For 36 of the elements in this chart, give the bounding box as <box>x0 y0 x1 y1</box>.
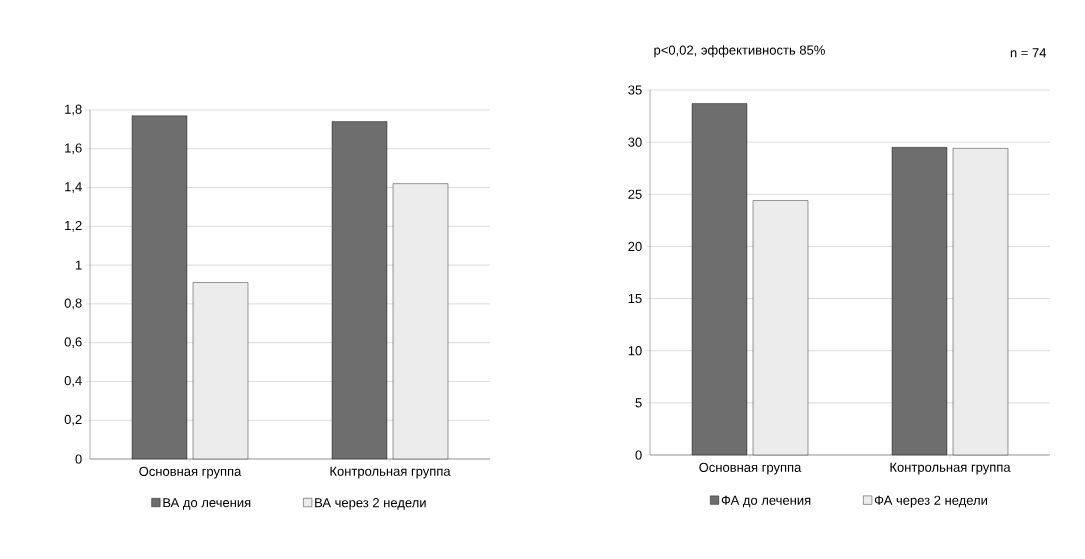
bar <box>891 147 948 456</box>
y-tick-label: 0,2 <box>64 414 82 426</box>
y-tick-label: 1,2 <box>65 220 82 232</box>
y-tick-label: 0,4 <box>64 376 82 387</box>
legend-label: ФА до лечения <box>721 495 811 508</box>
bar <box>331 121 388 460</box>
y-tick-label: 0 <box>75 454 82 464</box>
y-tick-label: 0 <box>635 450 642 460</box>
x-tick-label: Контрольная группа <box>890 462 1011 475</box>
x-tick-label: Контрольная группа <box>330 466 451 479</box>
y-tick-label: 0,6 <box>64 337 82 349</box>
y-tick-label: 35 <box>628 85 642 95</box>
y-tick-label: 5 <box>635 398 642 408</box>
x-tick-label: Основная группа <box>139 466 242 479</box>
y-tick-label: 30 <box>628 137 642 147</box>
bar <box>131 115 188 460</box>
legend-label: ВА до лечения <box>163 498 251 510</box>
bar <box>192 282 249 460</box>
y-tick-label: 1 <box>75 260 82 270</box>
text: n = 74 <box>1010 48 1047 58</box>
y-tick-label: 1,4 <box>65 182 82 193</box>
bar <box>952 148 1009 456</box>
bar <box>392 183 449 460</box>
y-tick-label: 25 <box>628 189 642 199</box>
bar <box>752 200 809 456</box>
y-tick-label: 1,8 <box>65 104 82 116</box>
y-tick-label: 20 <box>628 241 642 252</box>
text: p<0,02, эффективность 85% <box>654 45 825 58</box>
y-tick-label: 0,8 <box>64 298 82 310</box>
y-tick-label: 15 <box>628 294 642 304</box>
y-tick-label: 1,6 <box>65 143 82 155</box>
legend-label: ВА через 2 недели <box>315 498 426 510</box>
x-tick-label: Основная группа <box>699 462 802 475</box>
legend-label: ФА через 2 недели <box>874 495 988 508</box>
bar <box>691 103 748 456</box>
y-tick-label: 10 <box>628 346 642 356</box>
